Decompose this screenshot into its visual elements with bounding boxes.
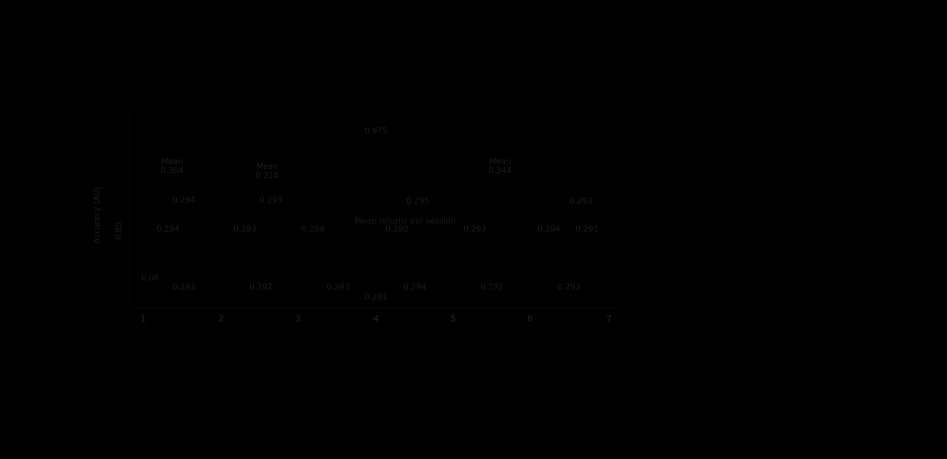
phase-mean-label: Mean [256,162,278,171]
segment-value-label: 0.293 [172,282,196,292]
x-tick-label: 2 [218,314,224,325]
point-value-label: 0.293 [463,224,487,234]
segment-value-label: 0.292 [249,282,273,292]
segment-value-label: 0.293 [557,282,581,292]
phase-mean-label: Mean [161,157,183,166]
segment-value-label: 0.293 [326,282,350,292]
point-value-label: 0.291 [575,224,599,234]
segment-lead-label: 0.08 [141,273,159,283]
segment-value-label: 0.294 [403,282,427,292]
point-value-label: 0.293 [233,224,257,234]
point-value-label: 0.294 [172,195,196,205]
point-value-label: 0.292 [385,224,409,234]
phase-mean-value: 0.304 [160,166,184,175]
phase-mean-annotation: Mean 0.304 [161,157,184,175]
phase-mean-annotation: Mean 0.344 [489,157,512,175]
peak-value-label: 0.975 [364,126,388,136]
point-value-label: 0.295 [406,196,430,206]
phase-mean-label: Mean [489,157,511,166]
point-value-label: 0.294 [301,224,325,234]
chart-caption: Mean returns per session [354,216,456,226]
x-tick-label: 3 [295,314,301,325]
segment-value-label: 0.292 [480,282,504,292]
phase-mean-value: 0.314 [255,171,279,180]
x-tick-label: 5 [450,314,456,325]
phase-mean-value: 0.344 [488,166,512,175]
point-value-label: 0.293 [569,196,593,206]
point-value-label: 0.294 [537,224,561,234]
x-tick-label: 1 [140,314,146,325]
point-value-label: 0.293 [259,195,283,205]
x-tick-label: 6 [527,314,533,325]
x-tick-label: 7 [606,314,612,325]
x-tick-label: 4 [373,314,379,325]
point-value-label: 0.294 [156,224,180,234]
phase-mean-annotation: Mean 0.314 [256,162,279,180]
bottom-annotation-label: 0.291 [364,292,388,302]
